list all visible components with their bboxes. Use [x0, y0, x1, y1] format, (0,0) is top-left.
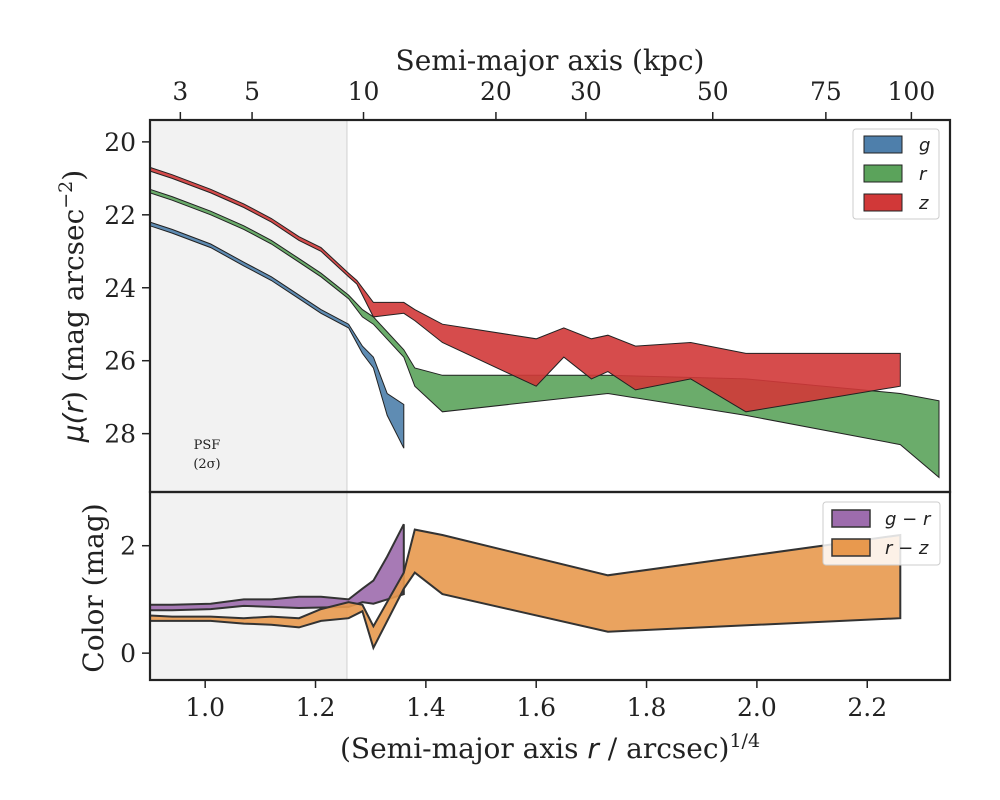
x-tick-label: 1.0 [185, 693, 225, 722]
legend-label-g-r: g − r [885, 509, 932, 530]
y-tick-label: 28 [104, 420, 136, 449]
top-x-axis-label: Semi-major axis (kpc) [396, 44, 705, 77]
legend-swatch-g [863, 135, 903, 154]
psf-shaded-region [150, 120, 347, 680]
color-y-tick-label: 2 [120, 532, 136, 561]
y-tick-label: 24 [104, 274, 136, 303]
bottom-axes-frame [148, 490, 952, 682]
x-tick-label: 2.0 [737, 693, 777, 722]
top-x-tick-label: 75 [810, 77, 842, 106]
top-x-tick-label: 20 [480, 77, 512, 106]
color-y-tick-label: 0 [120, 639, 136, 668]
top-x-tick-label: 10 [348, 77, 380, 106]
band-g [149, 221, 405, 449]
psf-sigma-label: (2σ) [193, 457, 220, 472]
x-axis-label: (Semi-major axis r / arcsec)1/4 [340, 730, 760, 765]
top-x-tick-label: 3 [172, 77, 188, 106]
color-legend: g − r r − z [822, 501, 941, 566]
legend-swatch-r-z [831, 538, 871, 557]
legend-swatch-z [863, 193, 903, 212]
x-tick-label: 1.2 [296, 693, 336, 722]
psf-label: PSF [194, 438, 221, 453]
color-y-axis-label: Color (mag) [77, 503, 110, 672]
x-tick-label: 1.8 [627, 693, 667, 722]
legend-label-r-z: r − z [885, 538, 929, 559]
top-x-tick-label: 100 [888, 77, 936, 106]
legend-swatch-r [863, 164, 903, 183]
legend-swatch-g-r [831, 509, 871, 528]
x-tick-label: 1.6 [516, 693, 556, 722]
top-x-tick-label: 30 [570, 77, 602, 106]
band-z [149, 166, 901, 413]
y-axis-label: μ(r) (mag arcsec−2) [55, 170, 90, 443]
y-tick-label: 20 [104, 128, 136, 157]
y-tick-label: 22 [104, 201, 136, 230]
top-x-tick-label: 50 [697, 77, 729, 106]
color-panel: 0 2 Color (mag) 1.0 1.2 1.4 1.6 1.8 2.0 2.2 (Semi-… [77, 490, 952, 765]
x-tick-label: 1.4 [406, 693, 446, 722]
color-band-g-r [149, 523, 405, 612]
x-tick-label: 2.2 [847, 693, 887, 722]
legend-label-z: z [918, 193, 929, 214]
top-legend: grz [852, 128, 940, 220]
color-band-r-z [149, 528, 902, 651]
top-x-tick-label: 5 [244, 77, 260, 106]
y-tick-label: 26 [104, 347, 136, 376]
legend-label-r: r [919, 164, 928, 185]
legend-label-g: g [919, 135, 930, 156]
